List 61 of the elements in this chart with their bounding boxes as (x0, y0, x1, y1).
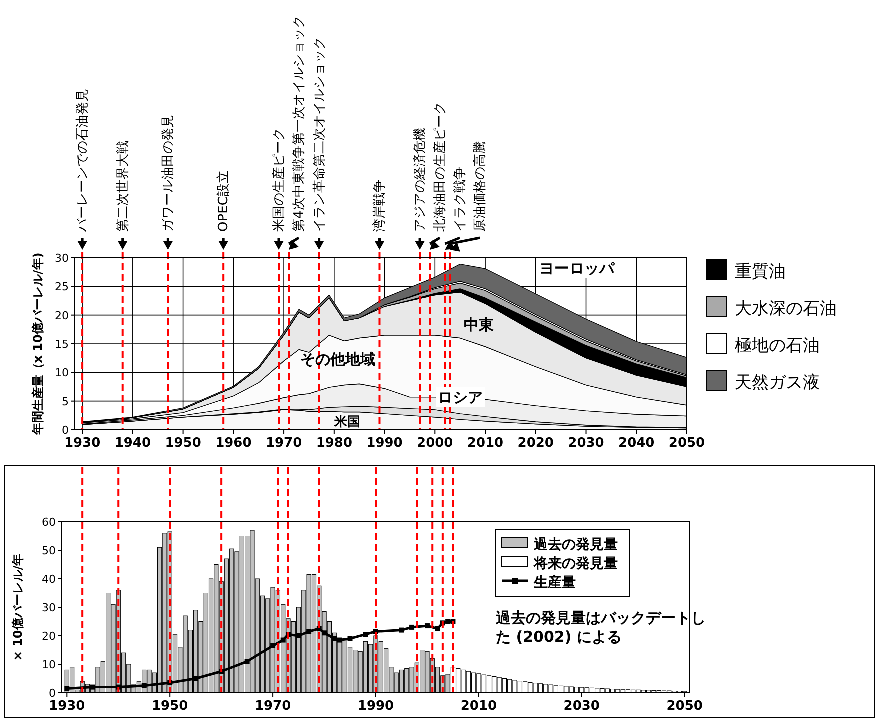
y-tick-label: 30 (42, 602, 56, 614)
y-tick-label: 0 (62, 424, 69, 437)
y-tick-label: 30 (55, 252, 69, 265)
y-tick-label: 20 (42, 630, 56, 643)
y-axis-title: 年間生産量（x 10億バーレル/年) (31, 252, 45, 436)
x-tick-label: 1970 (266, 436, 302, 451)
y-tick-label: 5 (62, 395, 69, 408)
y-axis-title: × 10億バーレル/年 (11, 554, 25, 662)
annotation: ヨーロッパ (539, 259, 616, 278)
x-tick-label: 1950 (165, 436, 202, 451)
legend-label: 過去の発見量 (533, 537, 618, 553)
ref-line-label: イラン革命第二次オイルショック (312, 37, 328, 232)
ref-line-label: 北海油田の生産ピーク (432, 102, 448, 232)
legend-label: 重質油 (735, 262, 786, 282)
x-tick-label: 1950 (152, 699, 188, 714)
ref-line-label: OPEC設立 (216, 170, 232, 232)
ref-line-label: ガワール油田の発見 (161, 115, 176, 232)
x-tick-label: 2030 (568, 436, 604, 451)
legend-label: 生産量 (533, 574, 576, 591)
x-tick-label: 2010 (460, 699, 498, 714)
annotation: 米国 (333, 415, 360, 430)
y-tick-label: 10 (42, 658, 56, 672)
x-tick-label: 2020 (518, 436, 554, 451)
ref-line-label: バーレーンでの石油発見 (76, 89, 91, 233)
x-tick-label: 1960 (216, 436, 252, 451)
ref-line-label: アジアの経済危機 (412, 128, 428, 232)
x-tick-label: 2050 (666, 699, 703, 714)
x-tick-label: 1990 (366, 436, 403, 451)
ref-line-label: イラク戦争 (453, 167, 468, 232)
y-tick-label: 60 (42, 516, 56, 529)
annotation: ロシア (438, 388, 484, 406)
x-tick-label: 1980 (316, 436, 352, 451)
y-tick-label: 20 (55, 309, 69, 322)
annotation: 中東 (464, 316, 495, 334)
annotation: 過去の発見量はバックデートした (2002) による (495, 609, 706, 646)
ref-line-label: 米国の生産ピーク (271, 128, 287, 232)
y-tick-label: 50 (42, 544, 56, 558)
legend-label: 将来の発見量 (533, 556, 618, 572)
x-tick-label: 2030 (564, 699, 600, 714)
x-tick-label: 1990 (358, 699, 394, 714)
legend-label: 大水深の石油 (735, 299, 837, 319)
annotation: その他地域 (300, 350, 376, 369)
y-tick-label: 25 (55, 280, 69, 294)
x-tick-label: 1940 (114, 436, 152, 451)
y-tick-label: 0 (49, 687, 56, 700)
ref-line-label: 湾岸戦争 (372, 180, 388, 232)
legend-label: 天然ガス液 (735, 373, 820, 393)
ref-line-label: 原油価格の高騰 (472, 141, 488, 232)
legend-label: 極地の石油 (735, 336, 820, 356)
ref-line-label: 第二次世界大戦 (116, 141, 131, 232)
x-tick-label: 2010 (467, 436, 504, 451)
x-tick-label: 2040 (618, 436, 655, 451)
x-tick-label: 1930 (64, 436, 101, 451)
ref-line-label: 第4次中東戦争第一次オイルショック (292, 16, 307, 232)
y-tick-label: 10 (55, 366, 69, 380)
x-tick-label: 1970 (254, 699, 292, 714)
x-tick-label: 2000 (417, 436, 454, 451)
x-tick-label: 2050 (668, 436, 706, 451)
x-tick-label: 1930 (49, 699, 86, 714)
y-tick-label: 15 (55, 338, 69, 351)
y-tick-label: 40 (42, 573, 56, 586)
